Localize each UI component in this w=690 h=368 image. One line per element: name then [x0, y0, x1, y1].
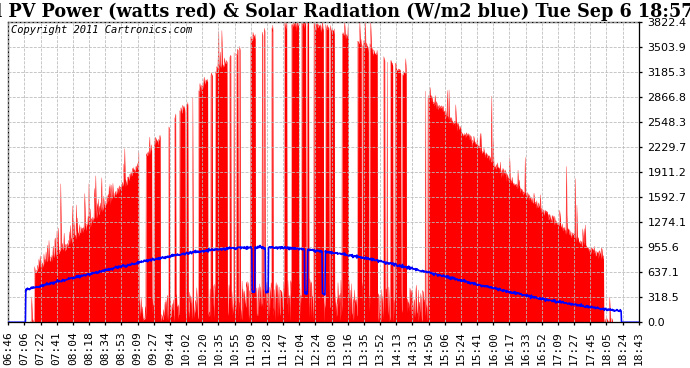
- Title: Total PV Power (watts red) & Solar Radiation (W/m2 blue) Tue Sep 6 18:57: Total PV Power (watts red) & Solar Radia…: [0, 3, 690, 21]
- Text: Copyright 2011 Cartronics.com: Copyright 2011 Cartronics.com: [11, 25, 193, 35]
